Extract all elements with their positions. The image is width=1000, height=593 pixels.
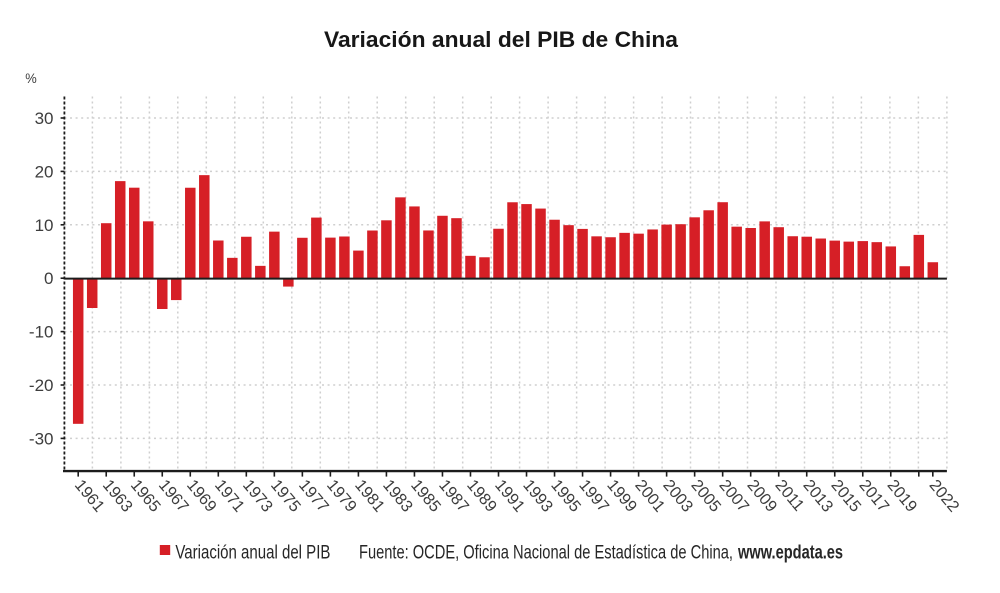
svg-text:Variación anual del PIB: Variación anual del PIB — [175, 543, 330, 564]
svg-text:20: 20 — [35, 162, 54, 181]
svg-text:www.epdata.es: www.epdata.es — [737, 543, 843, 564]
svg-text:0: 0 — [44, 269, 53, 288]
svg-text:-20: -20 — [29, 376, 54, 395]
svg-text:-30: -30 — [29, 429, 54, 448]
svg-text:30: 30 — [35, 109, 54, 128]
svg-text:%: % — [25, 70, 37, 86]
svg-text:Variación anual del PIB de Chi: Variación anual del PIB de China — [324, 27, 679, 52]
svg-text:-10: -10 — [29, 323, 54, 342]
svg-text:Fuente: OCDE, Oficina Nacional: Fuente: OCDE, Oficina Nacional de Estadí… — [359, 543, 733, 564]
svg-text:10: 10 — [35, 216, 54, 235]
